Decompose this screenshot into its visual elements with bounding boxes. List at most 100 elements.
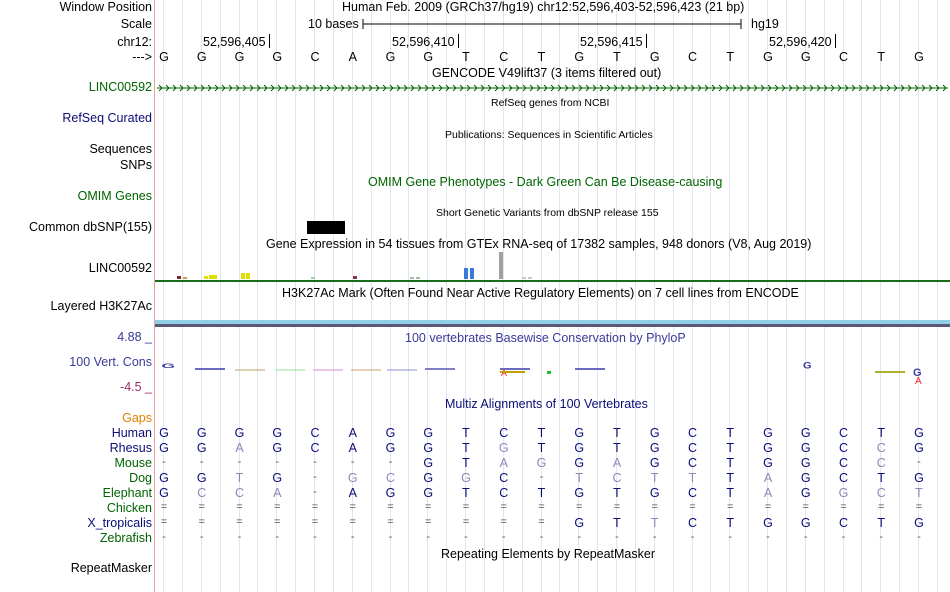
gtex-tissue-bar[interactable] bbox=[241, 273, 245, 279]
alignment-base: A bbox=[348, 486, 357, 500]
alignment-base: - bbox=[199, 531, 204, 543]
repeatmasker-track-label[interactable]: RepeatMasker bbox=[70, 561, 152, 575]
alignment-base: G bbox=[234, 426, 245, 440]
species-label[interactable]: Dog bbox=[129, 471, 152, 485]
strand-chevron bbox=[739, 84, 744, 92]
strand-chevron bbox=[718, 84, 723, 92]
publications-track-title[interactable]: Publications: Sequences in Scientific Ar… bbox=[445, 129, 653, 141]
gtex-track-title[interactable]: Gene Expression in 54 tissues from GTEx … bbox=[266, 237, 812, 251]
gtex-track-label[interactable]: LINC00592 bbox=[88, 261, 152, 275]
alignment-base: T bbox=[613, 516, 621, 530]
alignment-base: G bbox=[272, 441, 283, 455]
sequences-track-label[interactable]: Sequences bbox=[89, 142, 152, 156]
gtex-tissue-bar[interactable] bbox=[246, 273, 250, 279]
h3k27ac-track-title[interactable]: H3K27Ac Mark (Often Found Near Active Re… bbox=[282, 286, 799, 300]
gtex-tissue-bar[interactable] bbox=[528, 277, 532, 279]
species-label[interactable]: Zebrafish bbox=[99, 531, 152, 545]
multiz-track-title[interactable]: Multiz Alignments of 100 Vertebrates bbox=[445, 397, 648, 411]
alignment-base: - bbox=[803, 531, 808, 543]
omim-track-label[interactable]: OMIM Genes bbox=[77, 189, 152, 203]
alignment-base: G bbox=[423, 471, 434, 485]
gtex-tissue-bar[interactable] bbox=[177, 276, 181, 279]
alignment-base: G bbox=[347, 471, 358, 485]
reference-base: A bbox=[348, 50, 357, 64]
gtex-tissue-bar[interactable] bbox=[213, 275, 217, 279]
snps-track-label[interactable]: SNPs bbox=[120, 158, 152, 172]
refseq-track-title[interactable]: RefSeq genes from NCBI bbox=[491, 97, 610, 109]
gtex-tissue-bar[interactable] bbox=[410, 277, 414, 279]
position-tick bbox=[646, 34, 647, 48]
alignment-base: G bbox=[385, 441, 396, 455]
gtex-tissue-bar[interactable] bbox=[353, 276, 357, 279]
alignment-base: - bbox=[313, 486, 317, 498]
alignment-base: = bbox=[160, 516, 168, 528]
gtex-tissue-bar[interactable] bbox=[183, 277, 187, 279]
dbsnp-track-title[interactable]: Short Genetic Variants from dbSNP releas… bbox=[436, 207, 659, 219]
alignment-base: - bbox=[162, 456, 166, 468]
gtex-tissue-bar[interactable] bbox=[204, 276, 208, 279]
alignment-base: G bbox=[914, 426, 924, 440]
strand-chevron bbox=[333, 84, 338, 92]
species-label[interactable]: Rhesus bbox=[109, 441, 152, 455]
alignment-base: = bbox=[425, 501, 432, 513]
alignment-base: = bbox=[387, 501, 394, 513]
dbsnp-variant-block[interactable] bbox=[307, 221, 345, 234]
gtex-tissue-bar[interactable] bbox=[209, 275, 213, 279]
alignment-base: G bbox=[461, 471, 471, 485]
h3k27ac-track-label[interactable]: Layered H3K27Ac bbox=[50, 299, 152, 313]
species-label[interactable]: Human bbox=[111, 426, 152, 440]
gencode-gene-line[interactable] bbox=[157, 83, 948, 93]
alignment-base: G bbox=[574, 426, 585, 440]
repeatmasker-track-title[interactable]: Repeating Elements by RepeatMasker bbox=[441, 547, 656, 561]
reference-base: T bbox=[462, 50, 470, 64]
gtex-tissue-bar[interactable] bbox=[311, 277, 315, 279]
strand-chevron bbox=[753, 84, 758, 92]
strand-chevron bbox=[942, 84, 947, 92]
alignment-base: = bbox=[274, 516, 281, 528]
gtex-tissue-bar[interactable] bbox=[470, 268, 474, 279]
strand-chevron bbox=[494, 84, 499, 92]
scale-bar bbox=[362, 19, 742, 29]
alignment-base: T bbox=[688, 471, 697, 485]
refseq-track-label[interactable]: RefSeq Curated bbox=[62, 111, 152, 125]
alignment-base: A bbox=[763, 471, 773, 485]
grid-line bbox=[634, 0, 636, 592]
alignment-base: G bbox=[649, 456, 660, 470]
alignment-base: G bbox=[649, 486, 660, 500]
gtex-tissue-bar[interactable] bbox=[522, 277, 526, 279]
strand-chevron bbox=[347, 84, 352, 92]
gtex-tissue-bar[interactable] bbox=[499, 252, 503, 279]
alignment-base: - bbox=[350, 531, 355, 543]
gtex-tissue-bar[interactable] bbox=[416, 277, 420, 279]
grid-line bbox=[181, 0, 183, 592]
gencode-track-label[interactable]: LINC00592 bbox=[88, 80, 152, 94]
strand-chevron bbox=[466, 84, 471, 92]
strand-chevron bbox=[480, 84, 485, 92]
species-label[interactable]: Mouse bbox=[114, 456, 152, 470]
alignment-base: = bbox=[198, 501, 205, 513]
species-label[interactable]: Elephant bbox=[102, 486, 152, 500]
gtex-tissue-bar[interactable] bbox=[464, 268, 468, 279]
alignment-base: G bbox=[574, 516, 585, 530]
gaps-track-label[interactable]: Gaps bbox=[122, 411, 152, 425]
grid-line bbox=[767, 0, 768, 592]
strand-chevron bbox=[627, 84, 632, 92]
alignment-base: T bbox=[650, 471, 659, 485]
omim-track-title[interactable]: OMIM Gene Phenotypes - Dark Green Can Be… bbox=[368, 175, 723, 189]
species-label[interactable]: X_tropicalis bbox=[87, 516, 152, 530]
strand-chevron bbox=[767, 84, 772, 92]
grid-line bbox=[219, 0, 221, 592]
strand-chevron bbox=[781, 84, 786, 92]
dbsnp-track-label[interactable]: Common dbSNP(155) bbox=[29, 220, 152, 234]
alignment-base: G bbox=[423, 441, 434, 455]
phylop-track-label[interactable]: 100 Vert. Cons bbox=[69, 355, 152, 369]
grid-line bbox=[465, 0, 466, 592]
strand-chevron bbox=[851, 84, 856, 92]
phylop-track-title[interactable]: 100 vertebrates Basewise Conservation by… bbox=[405, 331, 686, 345]
alignment-base: - bbox=[539, 471, 544, 483]
alignment-base: G bbox=[763, 426, 773, 440]
strand-chevron bbox=[529, 84, 534, 92]
alignment-base: = bbox=[727, 501, 734, 513]
gencode-track-title[interactable]: GENCODE V49lift37 (3 items filtered out) bbox=[432, 66, 662, 80]
species-label[interactable]: Chicken bbox=[106, 501, 152, 515]
